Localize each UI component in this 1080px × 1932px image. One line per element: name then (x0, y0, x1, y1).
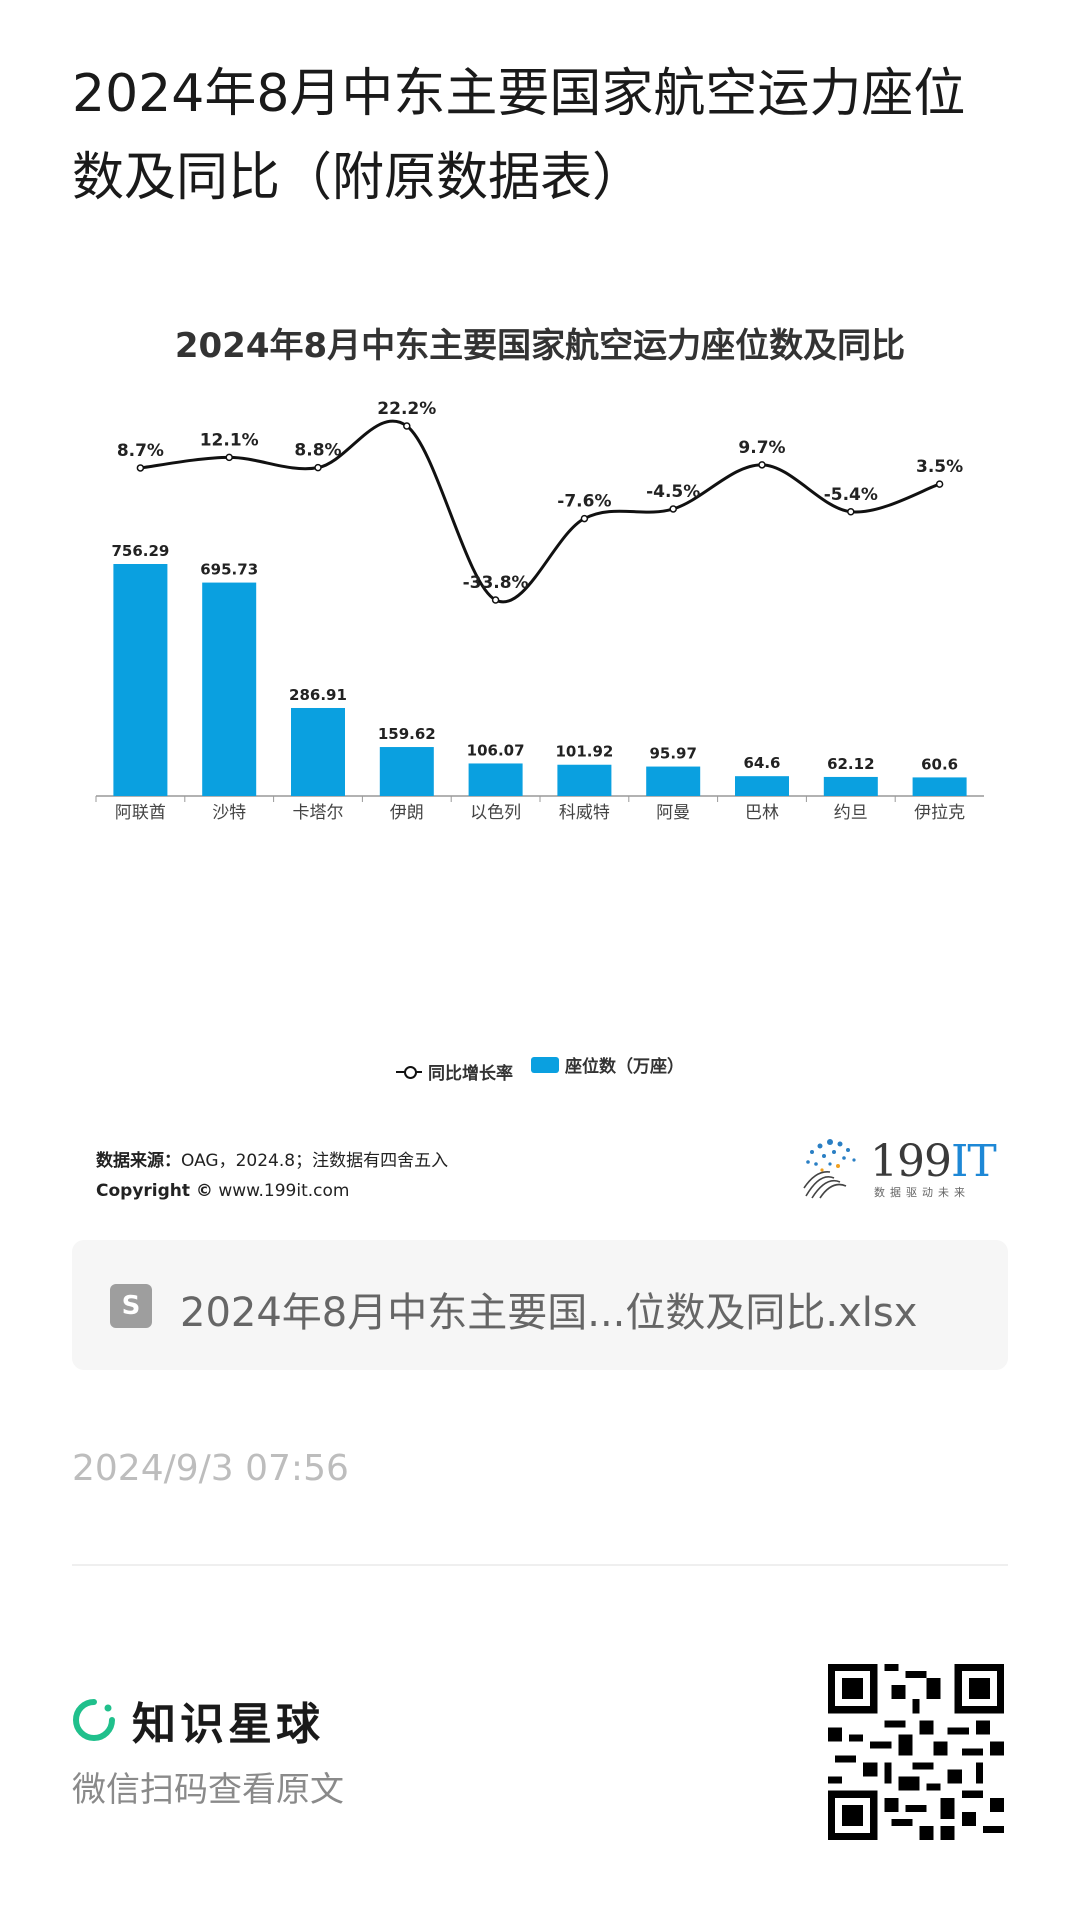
brand-subtitle: 微信扫码查看原文 (72, 1770, 344, 1810)
growth-label-6: -4.5% (646, 482, 700, 502)
copyright-text: www.199it.com (218, 1181, 350, 1201)
growth-label-9: 3.5% (916, 457, 963, 477)
growth-label-2: 8.8% (294, 441, 341, 461)
divider (72, 1564, 1008, 1566)
growth-label-5: -7.6% (557, 492, 611, 512)
growth-series-line (140, 419, 941, 604)
logo-wordmark: 199IT (870, 1136, 997, 1187)
growth-point-1 (225, 453, 233, 462)
growth-point-6 (669, 505, 677, 513)
x-tick-label-1: 沙特 (212, 803, 246, 823)
bar-value-label-0: 756.29 (111, 542, 169, 560)
bar-value-label-5: 101.92 (555, 743, 613, 761)
source-note: 数据来源：OAG，2024.8；注数据有四舍五入 Copyright © www… (96, 1146, 448, 1206)
bar-5 (557, 764, 612, 796)
bar-6 (646, 766, 701, 796)
x-tick-label-2: 卡塔尔 (293, 803, 344, 823)
bar-7 (735, 776, 789, 796)
growth-label-7: 9.7% (738, 438, 785, 458)
legend-line-marker (396, 1065, 423, 1079)
growth-label-4: -33.8% (463, 573, 529, 593)
chart-legend: 同比增长率 座位数（万座） (72, 1052, 1008, 1084)
legend-label-growth: 同比增长率 (428, 1064, 514, 1084)
bar-value-label-9: 60.6 (921, 755, 958, 773)
x-tick-label-7: 巴林 (745, 803, 779, 823)
chart-svg: 756.29 阿联酋 695.73 沙特 286.91 卡塔尔 159.62 伊朗 106.07… (95, 399, 984, 823)
x-tick-label-4: 以色列 (470, 803, 521, 823)
zsxq-logo-icon (73, 1699, 115, 1741)
bar-value-label-8: 62.12 (827, 755, 874, 773)
x-tick-label-8: 约旦 (834, 803, 868, 823)
brand-name: 知识星球 (132, 1699, 324, 1750)
post-timestamp: 2024/9/3 07:56 (72, 1448, 349, 1489)
brand-block: 知识星球 (72, 1690, 324, 1750)
legend-label-seats: 座位数（万座） (564, 1057, 684, 1077)
x-tick-label-9: 伊拉克 (914, 803, 965, 823)
bar-0 (113, 564, 168, 796)
bar-8 (823, 776, 878, 796)
attachment-file-card[interactable]: S 2024年8月中东主要国...位数及同比.xlsx (72, 1240, 1008, 1370)
copyright-label: Copyright © (96, 1181, 213, 1201)
qr-code (828, 1664, 1004, 1840)
growth-label-0: 8.7% (117, 441, 164, 461)
bar-9 (912, 777, 967, 796)
bar-value-label-6: 95.97 (649, 745, 696, 763)
growth-point-7 (758, 461, 766, 469)
source-label: 数据来源： (96, 1151, 181, 1171)
bar-value-label-3: 159.62 (378, 725, 436, 743)
growth-label-8: -5.4% (824, 485, 878, 505)
bar-value-label-7: 64.6 (743, 754, 780, 772)
bar-value-label-2: 286.91 (289, 686, 347, 704)
x-tick-label-0: 阿联酋 (115, 803, 166, 823)
source-text: OAG，2024.8；注数据有四舍五入 (181, 1151, 449, 1171)
growth-point-0 (136, 464, 145, 472)
growth-point-2 (314, 463, 322, 472)
attachment-file-name[interactable]: 2024年8月中东主要国...位数及同比.xlsx (180, 1290, 918, 1336)
growth-point-8 (847, 508, 855, 516)
growth-label-1: 12.1% (200, 430, 259, 450)
chart-card: 2024年8月中东主要国家航空运力座位数及同比 756.29 阿联酋 695.73 沙… (72, 300, 1008, 1220)
bar-4 (468, 763, 523, 796)
legend-item-seats: 座位数（万座） (530, 1052, 684, 1077)
spreadsheet-file-icon: S (110, 1284, 152, 1328)
bar-value-label-1: 695.73 (200, 561, 258, 579)
growth-point-3 (403, 422, 411, 430)
logo-199it: 199IT 数据驱动未来 (800, 1134, 1000, 1204)
chart-title: 2024年8月中东主要国家航空运力座位数及同比 (174, 326, 906, 366)
x-tick-label-3: 伊朗 (390, 803, 424, 823)
legend-item-growth: 同比增长率 (396, 1059, 513, 1084)
legend-bar-swatch (530, 1056, 559, 1073)
bar-value-label-4: 106.07 (467, 741, 525, 759)
bar-1 (202, 582, 257, 796)
logo-dots-icon (803, 1139, 856, 1199)
growth-point-9 (935, 480, 944, 488)
page-title: 2024年8月中东主要国家航空运力座位数及同比（附原数据表） (72, 64, 966, 208)
bar-3 (379, 747, 434, 796)
x-tick-label-6: 阿曼 (656, 803, 690, 823)
growth-point-5 (580, 514, 589, 523)
growth-label-3: 22.2% (377, 399, 436, 419)
logo-tagline: 数据驱动未来 (874, 1186, 970, 1199)
growth-point-4 (491, 596, 500, 604)
x-tick-label-5: 科威特 (559, 803, 610, 823)
bar-2 (291, 707, 345, 796)
